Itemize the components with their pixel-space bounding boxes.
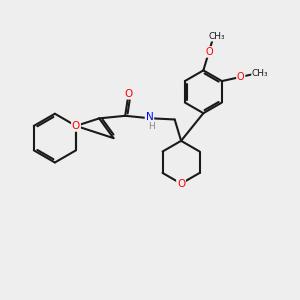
Text: N: N <box>146 112 153 122</box>
Text: O: O <box>124 89 133 99</box>
Text: CH₃: CH₃ <box>209 32 226 41</box>
Text: O: O <box>177 178 185 189</box>
Text: H: H <box>148 122 155 131</box>
Text: O: O <box>205 47 213 57</box>
Text: O: O <box>237 72 244 82</box>
Text: O: O <box>72 121 80 131</box>
Text: CH₃: CH₃ <box>252 69 268 78</box>
